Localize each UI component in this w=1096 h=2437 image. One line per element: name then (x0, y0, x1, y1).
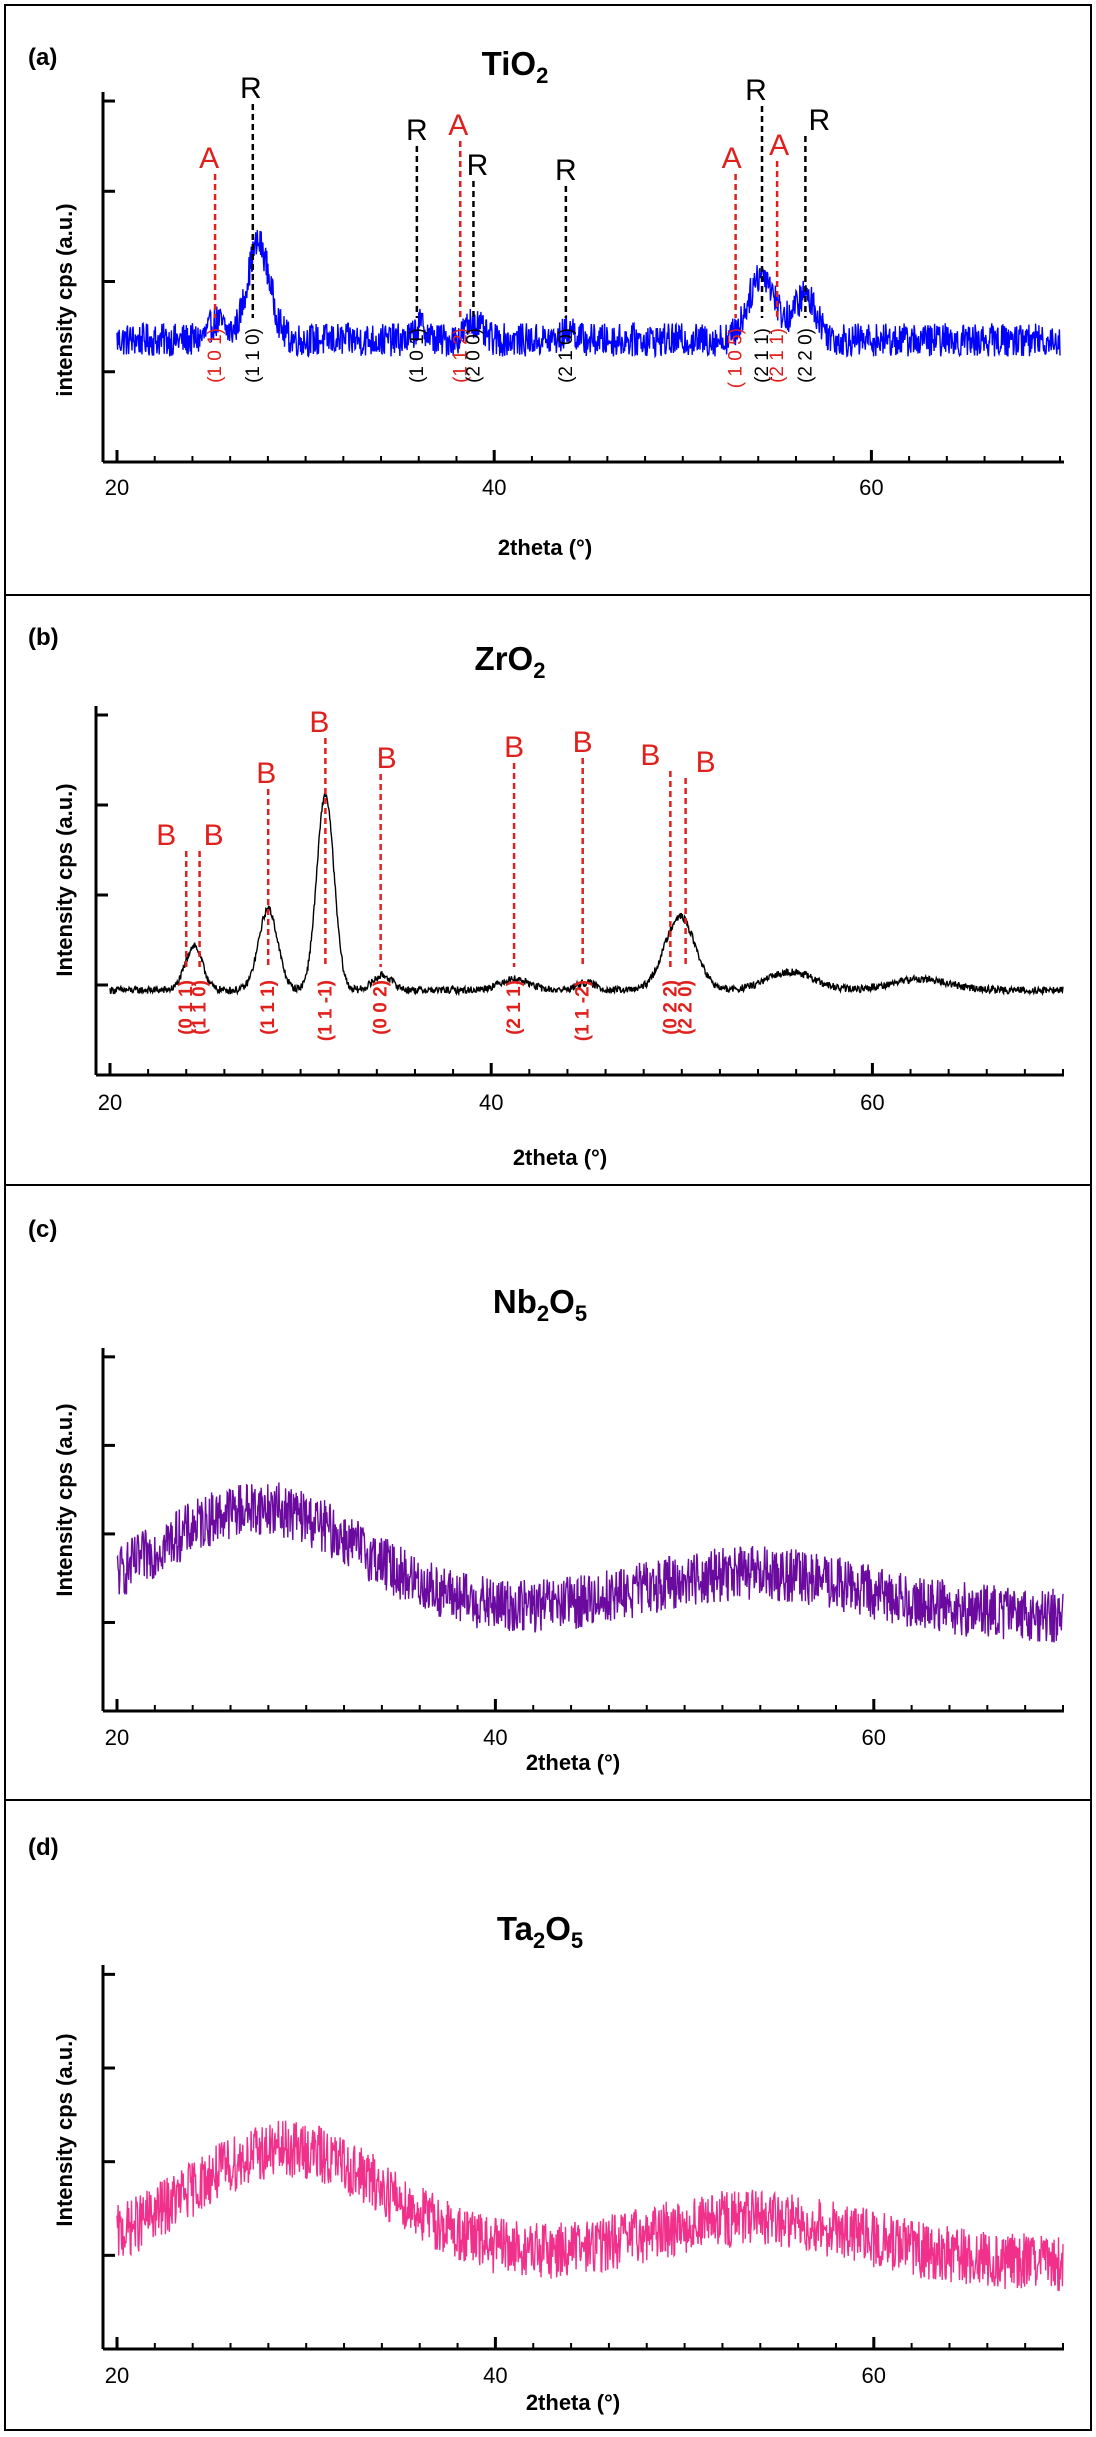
panel-a-ylabel: intensity cps (a.u.) (52, 203, 77, 396)
peak-phase-letter: A (448, 109, 468, 142)
series-line-c (116, 1482, 1064, 1643)
x-tick-label: 20 (105, 475, 129, 500)
peak-hkl-label: (1 0 1) (205, 328, 226, 383)
panel-a-label: (a) (28, 44, 57, 71)
series-line-a (116, 229, 1061, 359)
peak-phase-letter: R (555, 154, 577, 187)
peak-hkl-label: (2 1 1) (752, 328, 773, 383)
peak-phase-letter: R (406, 114, 428, 147)
x-tick-label: 60 (860, 1090, 884, 1115)
panel-d-label: (d) (28, 1834, 59, 1861)
peak-hkl-label: (0 2 2) (660, 980, 681, 1035)
panel-b-label: (b) (28, 624, 59, 651)
peak-phase-letter: B (256, 757, 276, 790)
peak-phase-letter: B (204, 819, 224, 852)
peak-phase-letter: A (722, 142, 742, 175)
series-line-b (109, 792, 1064, 997)
peak-phase-letter: B (504, 731, 524, 764)
x-tick-label: 40 (479, 1090, 503, 1115)
peak-hkl-label: ( 1 0 5) (726, 328, 747, 388)
panel-a-title: TiO2 (482, 45, 549, 88)
panel-d-plot: 20 40 60 (101, 1965, 1064, 2388)
panel-b-title: ZrO2 (475, 640, 546, 683)
peak-phase-letter: R (240, 72, 262, 105)
peak-hkl-label: (1 1 0) (190, 980, 211, 1035)
panel-a-plot: 20 40 60 A (1 0 1) R (1 1 0) R (1 0 1) A (1 1 2) R (… (101, 72, 1064, 500)
panel-a-xlabel: 2theta (°) (498, 535, 592, 560)
panel-c-label: (c) (28, 1216, 57, 1243)
peak-phase-letter: R (467, 149, 489, 182)
peak-phase-letter: B (309, 706, 329, 739)
x-tick-label: 60 (859, 475, 883, 500)
x-tick-label: 40 (482, 475, 506, 500)
panel-c-ylabel: Intensity cps (a.u.) (52, 1403, 77, 1596)
peak-hkl-label: (0 1 1) (176, 980, 197, 1035)
x-tick-label: 20 (98, 1090, 122, 1115)
x-tick-label: 40 (483, 1725, 507, 1750)
panel-d-title: Ta2O5 (497, 1910, 583, 1953)
peak-phase-letter: B (156, 819, 176, 852)
peak-hkl-label: (1 1 -1) (315, 980, 336, 1041)
panel-d-ta2o5: (d) Ta2O5 Intensity cps (a.u.) 2theta (°… (4, 1799, 1092, 2431)
peak-hkl-label: (2 1 0) (556, 328, 577, 383)
panel-a-tio2: (a) TiO2 intensity cps (a.u.) 2theta (°)… (4, 4, 1092, 596)
peak-phase-letter: B (377, 742, 397, 775)
peak-hkl-label: (1 0 1) (407, 328, 428, 383)
peak-phase-letter: A (769, 129, 789, 162)
peak-hkl-label: (0 0 2) (371, 980, 392, 1035)
panel-d-border (4, 1799, 1092, 2431)
x-tick-label: 40 (483, 2363, 507, 2388)
panel-c-xlabel: 2theta (°) (526, 1750, 620, 1775)
peak-hkl-label: (2 2 0) (795, 328, 816, 383)
panel-d-ylabel: Intensity cps (a.u.) (52, 2033, 77, 2226)
peak-hkl-label: (1 1 -2) (573, 980, 594, 1041)
x-tick-label: 60 (862, 2363, 886, 2388)
panel-c-title: Nb2O5 (493, 1283, 587, 1326)
peak-hkl-label: (1 1 0) (243, 328, 264, 383)
panel-c-plot: 20 40 60 (101, 1348, 1064, 1750)
peak-hkl-label: (1 1 2) (450, 328, 471, 383)
x-tick-label: 20 (105, 2363, 129, 2388)
peak-phase-letter: A (199, 142, 219, 175)
peak-phase-letter: B (696, 746, 716, 779)
panel-d-xlabel: 2theta (°) (526, 2390, 620, 2415)
x-tick-label: 20 (105, 1725, 129, 1750)
peak-hkl-label: (2 2 0) (676, 980, 697, 1035)
peak-hkl-label: (1 1 1) (258, 980, 279, 1035)
peak-phase-letter: R (809, 104, 831, 137)
peak-phase-letter: B (573, 726, 593, 759)
peak-hkl-label: (2 0 0) (463, 328, 484, 383)
series-line-d (116, 2120, 1064, 2291)
peak-hkl-label: (2 1 1) (767, 328, 788, 383)
x-tick-label: 60 (862, 1725, 886, 1750)
panel-b-plot: 20 40 60 B (0 1 1) B (1 1 0) B (1 1 1) B (1 1 -1) B… (94, 706, 1064, 1115)
peak-hkl-label: (2 1 1) (504, 980, 525, 1035)
peak-phase-letter: B (640, 739, 660, 772)
panel-b-xlabel: 2theta (°) (513, 1145, 607, 1170)
panel-b-ylabel: Intensity cps (a.u.) (52, 783, 77, 976)
peak-phase-letter: R (745, 74, 767, 107)
